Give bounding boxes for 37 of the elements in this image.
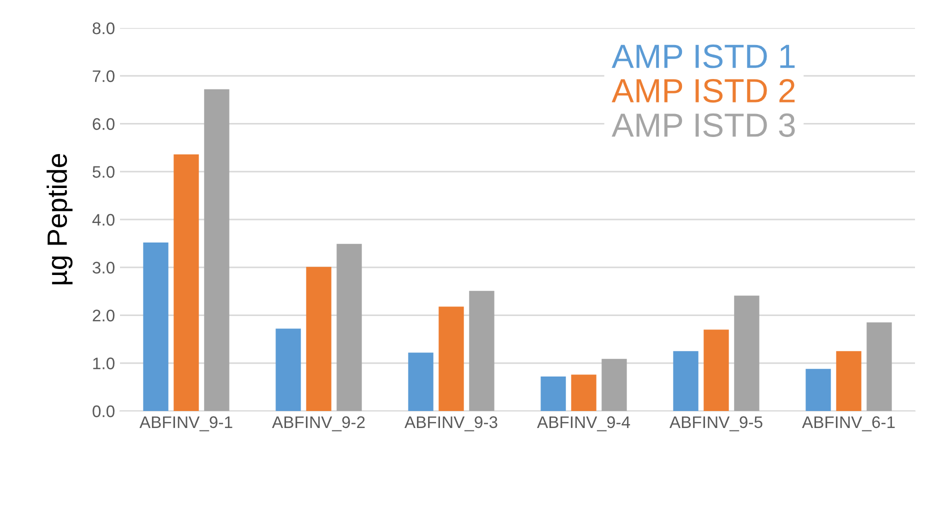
y-tick-label: 1.0 (93, 358, 114, 370)
y-axis-title: µg Peptide (46, 154, 73, 284)
bar (673, 351, 698, 411)
x-tick-label: ABFINV_9-1 (140, 416, 232, 432)
bar (438, 306, 464, 411)
bar (704, 330, 729, 411)
bar (540, 376, 566, 411)
y-tick-label: 3.0 (92, 262, 114, 274)
bar (204, 89, 230, 411)
bar (866, 322, 892, 411)
x-tick-label: ABFINV_9-5 (670, 416, 762, 432)
bar (806, 368, 831, 411)
bar (143, 242, 168, 411)
y-tick-label: 0.0 (92, 405, 114, 418)
y-tick-label: 7.0 (92, 70, 114, 82)
y-tick-label: 4.0 (92, 214, 114, 226)
text: AMP ISTD 1 (612, 44, 795, 68)
bar (276, 328, 301, 411)
bar (571, 374, 596, 411)
x-tick-label: ABFINV_9-3 (404, 416, 498, 432)
bar (836, 351, 862, 411)
text: AMP ISTD 2 (612, 78, 795, 103)
x-tick-label: ABFINV_9-2 (272, 416, 365, 432)
bar (734, 296, 760, 411)
bar (408, 352, 434, 411)
bar (602, 358, 627, 411)
x-tick-label: ABFINV_9-4 (537, 416, 630, 432)
y-tick-label: 2.0 (92, 310, 114, 322)
bar (469, 290, 494, 411)
bar (174, 154, 199, 411)
bar (336, 244, 362, 411)
y-tick-label: 6.0 (92, 118, 114, 130)
y-tick-label: 5.0 (92, 166, 114, 178)
text: AMP ISTD 3 (612, 113, 795, 137)
bar (306, 266, 332, 411)
x-tick-label: ABFINV_6-1 (802, 416, 895, 432)
y-tick-label: 8.0 (92, 22, 114, 34)
